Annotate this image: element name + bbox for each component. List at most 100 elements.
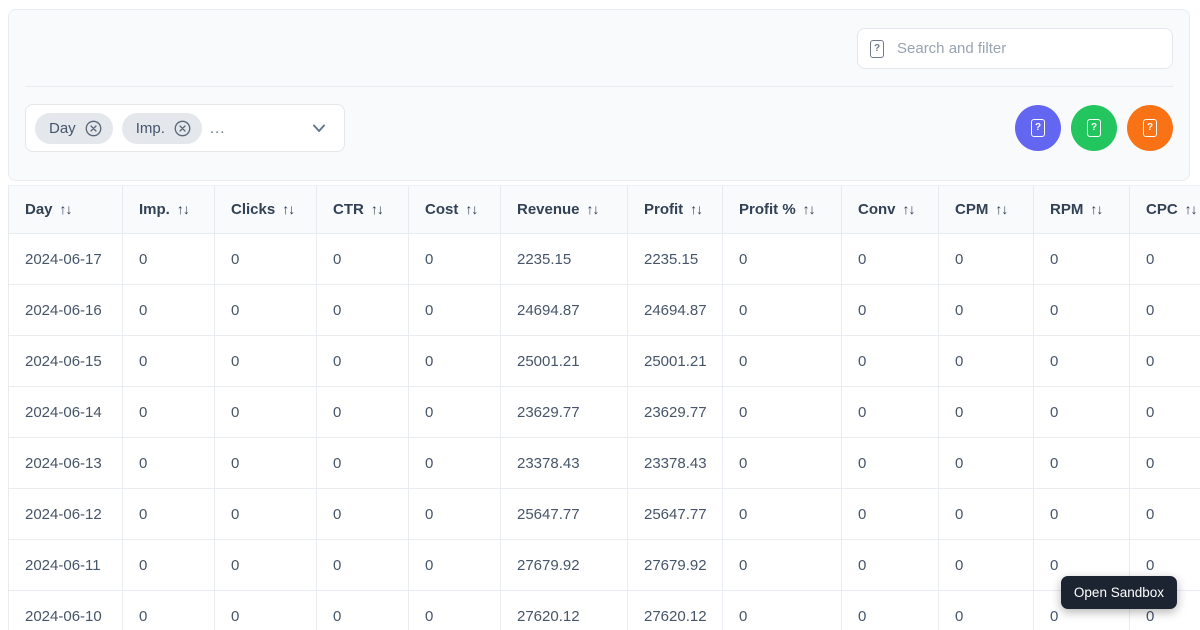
cell-profit: 0 xyxy=(723,591,842,630)
cell-profit: 0 xyxy=(723,336,842,387)
cell-revenue: 25001.21 xyxy=(501,336,628,387)
cell-conv: 0 xyxy=(842,489,939,540)
chevron-down-icon[interactable] xyxy=(308,117,330,139)
column-label: Day xyxy=(25,201,53,218)
sort-icon[interactable]: ↑↓ xyxy=(282,201,295,217)
table-header: Day ↑↓ Imp. ↑↓ Clicks ↑↓ CTR ↑↓ Cost ↑↓ Revenue ↑↓ P… xyxy=(9,185,1200,234)
orange-action-button[interactable]: ? xyxy=(1127,105,1173,151)
column-filter-select[interactable]: Day Imp. ... xyxy=(25,104,345,152)
sort-icon[interactable]: ↑↓ xyxy=(586,201,600,217)
cell-cpc: 0 xyxy=(1130,234,1200,285)
remove-chip-icon[interactable] xyxy=(84,119,103,138)
cell-imp: 0 xyxy=(123,336,215,387)
cell-cost: 0 xyxy=(409,540,501,591)
cell-ctr: 0 xyxy=(317,285,409,336)
toolbar-card: ? Day Imp. ... ??? xyxy=(8,9,1190,181)
cell-ctr: 0 xyxy=(317,234,409,285)
sort-icon[interactable]: ↑↓ xyxy=(995,201,1008,217)
cell-cpm: 0 xyxy=(939,438,1034,489)
column-header-profit[interactable]: Profit ↑↓ xyxy=(628,185,723,234)
table-row: 2024-06-10 0 0 0 0 27620.12 27620.12 0 0 0 0 0 xyxy=(9,591,1200,630)
cell-cpc: 0 xyxy=(1130,285,1200,336)
table-row: 2024-06-17 0 0 0 0 2235.15 2235.15 0 0 0 0 0 xyxy=(9,234,1200,285)
sort-icon[interactable]: ↑↓ xyxy=(1184,201,1198,217)
cell-profit: 23629.77 xyxy=(628,387,723,438)
column-label: RPM xyxy=(1050,201,1084,218)
column-header-ctr[interactable]: CTR ↑↓ xyxy=(317,185,409,234)
cell-revenue: 27620.12 xyxy=(501,591,628,630)
cell-rpm: 0 xyxy=(1034,285,1130,336)
column-header-cpc[interactable]: CPC ↑↓ xyxy=(1130,185,1200,234)
column-label: CPC xyxy=(1146,201,1178,218)
cell-cost: 0 xyxy=(409,387,501,438)
search-input[interactable] xyxy=(895,39,1160,58)
column-header-cost[interactable]: Cost ↑↓ xyxy=(409,185,501,234)
column-label: Cost xyxy=(425,201,459,218)
cell-clicks: 0 xyxy=(215,336,317,387)
cell-cost: 0 xyxy=(409,234,501,285)
cell-revenue: 2235.15 xyxy=(501,234,628,285)
green-action-button[interactable]: ? xyxy=(1071,105,1117,151)
cell-imp: 0 xyxy=(123,387,215,438)
filter-chip-day[interactable]: Day xyxy=(35,112,113,144)
sort-icon[interactable]: ↑↓ xyxy=(1090,201,1103,217)
cell-cpc: 0 xyxy=(1130,489,1200,540)
filter-row: Day Imp. ... ??? xyxy=(25,104,1173,152)
cell-profit: 0 xyxy=(723,489,842,540)
search-row: ? xyxy=(25,28,1173,69)
purple-action-button[interactable]: ? xyxy=(1015,105,1061,151)
cell-ctr: 0 xyxy=(317,489,409,540)
cell-day: 2024-06-13 xyxy=(9,438,123,489)
cell-imp: 0 xyxy=(123,489,215,540)
cell-ctr: 0 xyxy=(317,336,409,387)
column-header-conv[interactable]: Conv ↑↓ xyxy=(842,185,939,234)
sort-icon[interactable]: ↑↓ xyxy=(802,201,816,217)
sort-icon[interactable]: ↑↓ xyxy=(690,201,703,217)
cell-cpm: 0 xyxy=(939,591,1034,630)
cell-conv: 0 xyxy=(842,540,939,591)
open-sandbox-button[interactable]: Open Sandbox xyxy=(1060,576,1177,609)
remove-chip-icon[interactable] xyxy=(173,119,192,138)
cell-day: 2024-06-17 xyxy=(9,234,123,285)
column-header-profit[interactable]: Profit % ↑↓ xyxy=(723,185,842,234)
cell-rpm: 0 xyxy=(1034,234,1130,285)
search-icon: ? xyxy=(870,39,884,58)
table-row: 2024-06-11 0 0 0 0 27679.92 27679.92 0 0 0 0 0 xyxy=(9,540,1200,591)
column-header-cpm[interactable]: CPM ↑↓ xyxy=(939,185,1034,234)
cell-cpm: 0 xyxy=(939,285,1034,336)
toolbar-divider xyxy=(25,86,1173,87)
cell-clicks: 0 xyxy=(215,387,317,438)
sort-icon[interactable]: ↑↓ xyxy=(370,201,384,217)
cell-day: 2024-06-15 xyxy=(9,336,123,387)
cell-profit: 24694.87 xyxy=(628,285,723,336)
column-header-clicks[interactable]: Clicks ↑↓ xyxy=(215,185,317,234)
column-label: CTR xyxy=(333,201,364,218)
cell-profit: 27620.12 xyxy=(628,591,723,630)
sort-icon[interactable]: ↑↓ xyxy=(176,201,190,217)
column-header-day[interactable]: Day ↑↓ xyxy=(9,185,123,234)
filter-chip-label: Day xyxy=(49,119,76,137)
cell-ctr: 0 xyxy=(317,387,409,438)
sort-icon[interactable]: ↑↓ xyxy=(59,201,73,217)
header-row: Day ↑↓ Imp. ↑↓ Clicks ↑↓ CTR ↑↓ Cost ↑↓ Revenue ↑↓ P… xyxy=(9,185,1200,234)
table-row: 2024-06-14 0 0 0 0 23629.77 23629.77 0 0 0 0 0 xyxy=(9,387,1200,438)
table-body: 2024-06-17 0 0 0 0 2235.15 2235.15 0 0 0 0 0 2024-06… xyxy=(9,234,1200,630)
column-header-imp[interactable]: Imp. ↑↓ xyxy=(123,185,215,234)
sort-icon[interactable]: ↑↓ xyxy=(902,201,916,217)
sort-icon[interactable]: ↑↓ xyxy=(465,201,478,217)
cell-rpm: 0 xyxy=(1034,336,1130,387)
cell-profit: 0 xyxy=(723,234,842,285)
cell-cost: 0 xyxy=(409,285,501,336)
cell-cpm: 0 xyxy=(939,387,1034,438)
cell-cost: 0 xyxy=(409,438,501,489)
column-label: Revenue xyxy=(517,201,580,218)
cell-cpc: 0 xyxy=(1130,387,1200,438)
cell-cpm: 0 xyxy=(939,234,1034,285)
filter-chip-imp[interactable]: Imp. xyxy=(121,112,202,144)
table-row: 2024-06-12 0 0 0 0 25647.77 25647.77 0 0 0 0 0 xyxy=(9,489,1200,540)
cell-clicks: 0 xyxy=(215,591,317,630)
cell-rpm: 0 xyxy=(1034,438,1130,489)
column-header-rpm[interactable]: RPM ↑↓ xyxy=(1034,185,1130,234)
cell-revenue: 25647.77 xyxy=(501,489,628,540)
column-header-revenue[interactable]: Revenue ↑↓ xyxy=(501,185,628,234)
